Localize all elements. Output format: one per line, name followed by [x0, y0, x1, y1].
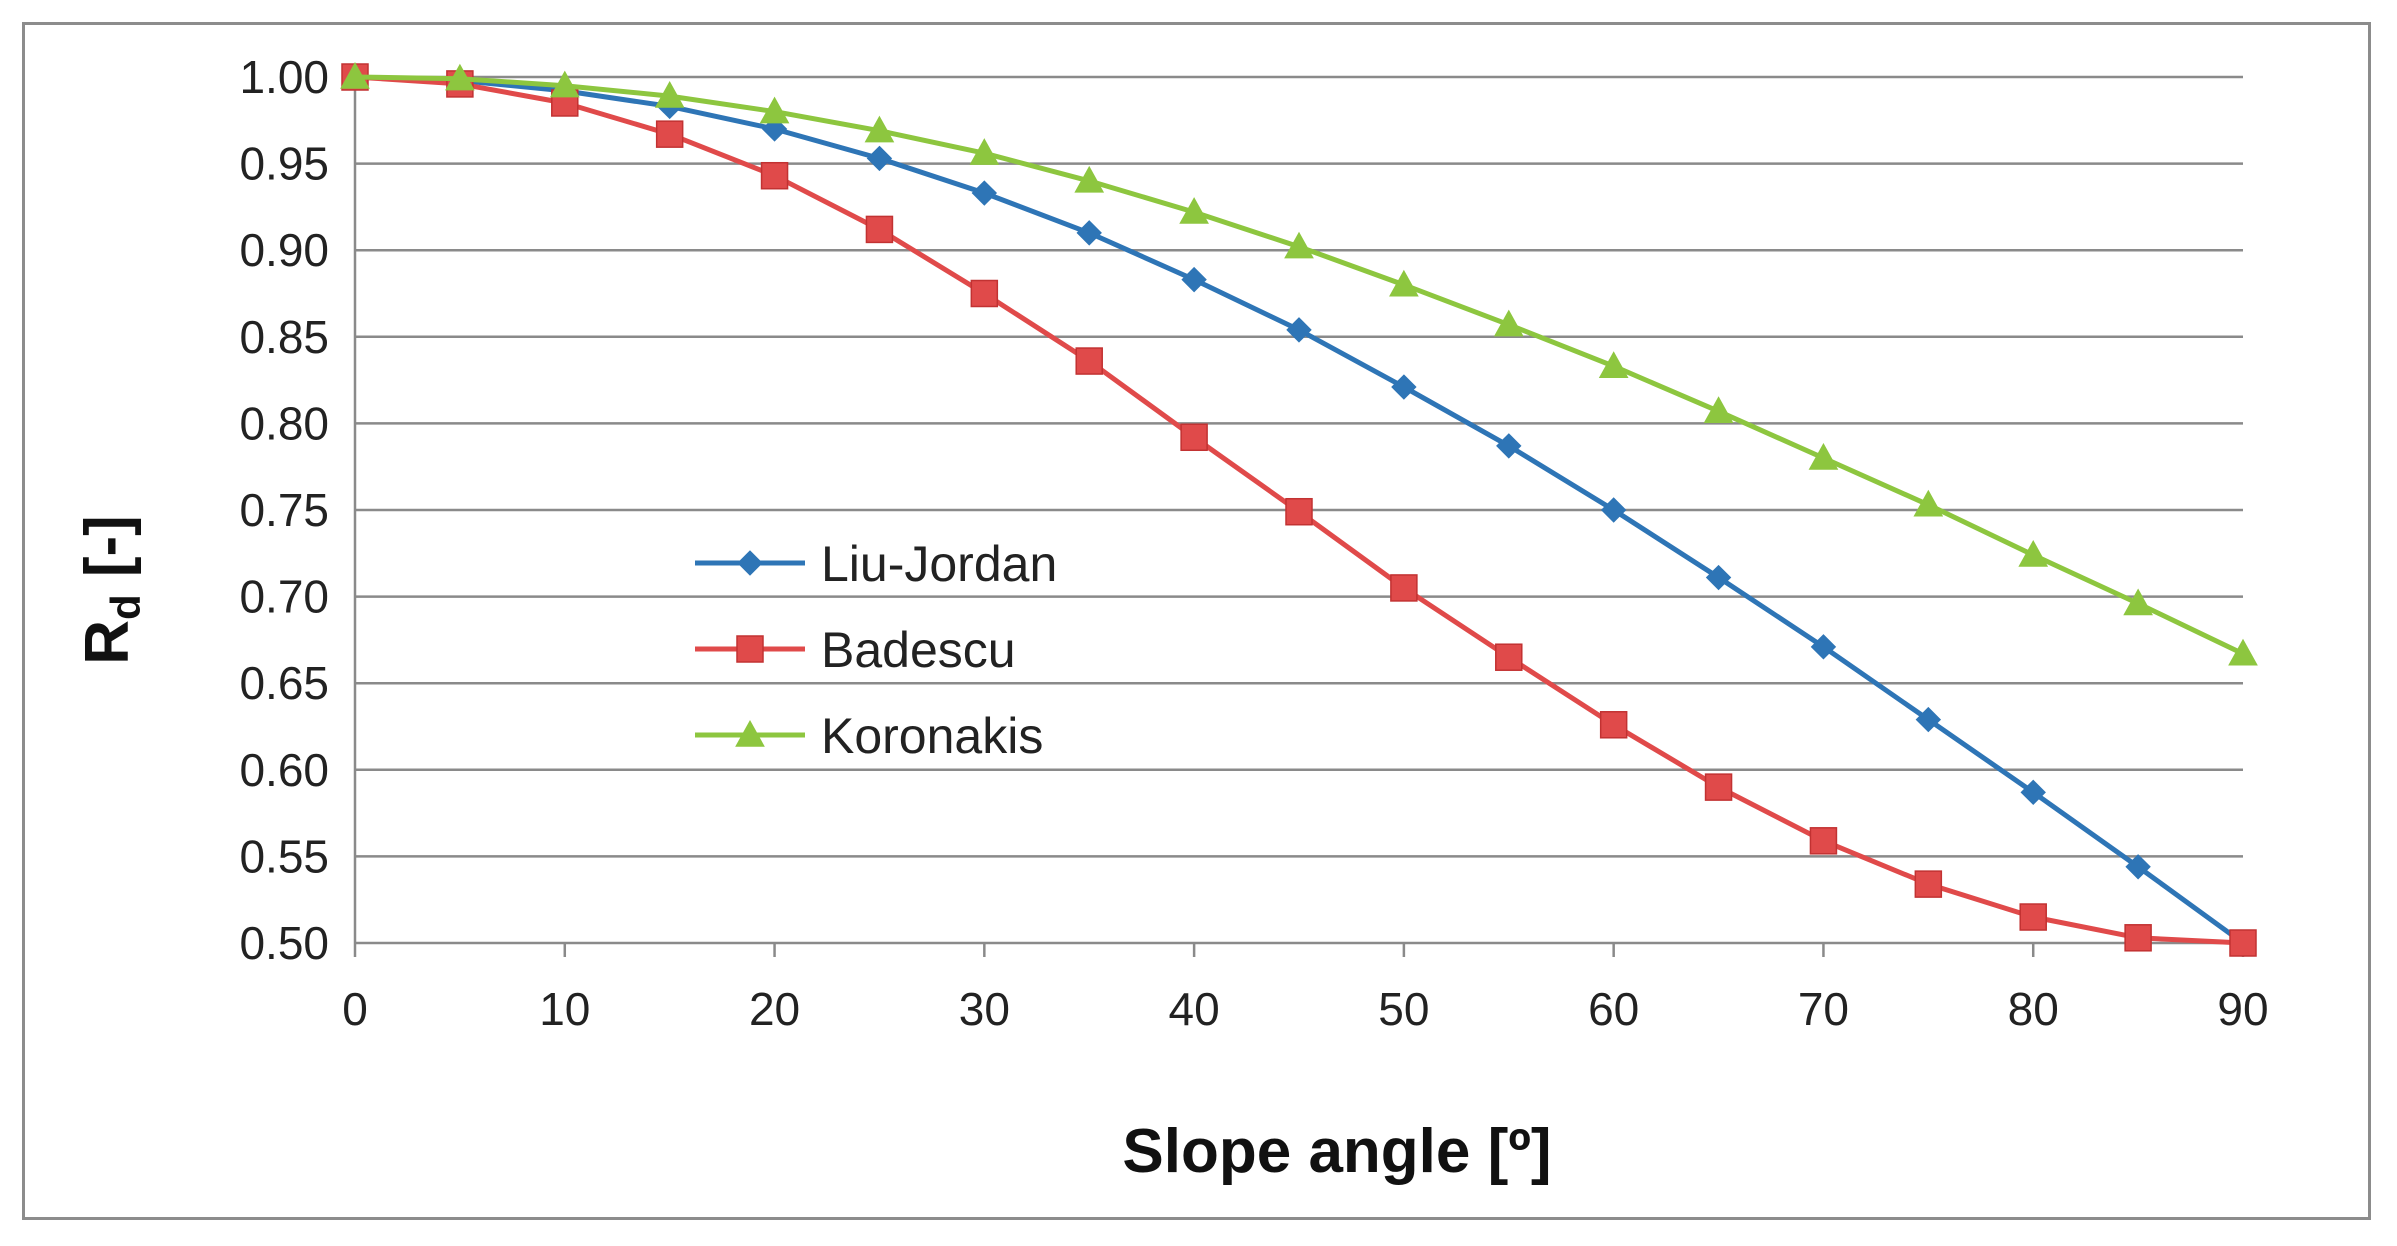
legend-label-koronakis: Koronakis [821, 708, 1043, 764]
data-point-koronakis [549, 70, 580, 98]
x-tick-label: 20 [749, 983, 800, 1035]
x-tick-label: 50 [1378, 983, 1429, 1035]
data-point-badescu [1914, 870, 1943, 898]
data-point-liu-jordan [1496, 433, 1522, 459]
data-point-koronakis [1913, 489, 1944, 517]
data-point-koronakis [1808, 443, 1839, 470]
x-tick-label: 40 [1169, 983, 1220, 1035]
y-tick-label: 0.70 [239, 571, 329, 623]
data-point-badescu [1599, 711, 1628, 739]
x-tick-label: 80 [2008, 983, 2059, 1035]
y-axis-title-suffix: [-] [73, 515, 142, 594]
data-point-koronakis [1703, 396, 1734, 423]
data-point-badescu [1180, 423, 1208, 452]
data-point-liu-jordan [1915, 706, 1942, 733]
data-point-koronakis [969, 138, 1000, 165]
data-point-liu-jordan [2125, 854, 2151, 880]
y-tick-label: 0.90 [239, 224, 329, 276]
data-point-koronakis [2228, 638, 2258, 666]
x-tick-label: 90 [2217, 983, 2268, 1035]
data-point-badescu [1075, 347, 1103, 375]
legend-marker-liu-jordan [737, 550, 763, 576]
chart-frame: 0.50 0.55 0.60 0.65 0.70 0.75 0.80 0.85 0.90 0.95… [22, 22, 2371, 1220]
x-tick-label: 60 [1588, 983, 1639, 1035]
data-point-liu-jordan [1181, 266, 1207, 293]
y-axis-title-subscript: d [102, 594, 149, 620]
y-tick-label: 0.50 [239, 917, 329, 969]
data-point-koronakis [1389, 269, 1419, 297]
legend-item-badescu: Badescu [695, 622, 1016, 678]
x-tick-label: 0 [342, 983, 368, 1035]
data-point-badescu [865, 215, 894, 244]
x-axis-title: Slope angle [º] [1122, 1117, 1551, 1186]
data-point-liu-jordan [1600, 497, 1627, 523]
data-point-badescu [2019, 903, 2047, 931]
series-koronakis [340, 61, 2258, 666]
data-point-badescu [1285, 497, 1313, 526]
data-point-liu-jordan [1810, 634, 1837, 660]
legend-label-badescu: Badescu [821, 622, 1016, 678]
legend-marker-koronakis [735, 719, 765, 747]
data-point-badescu [1390, 574, 1418, 602]
data-point-badescu [970, 279, 999, 308]
data-point-koronakis [445, 63, 475, 91]
series-layer [340, 61, 2258, 957]
legend-layer: Liu-Jordan Badescu Koronakis [695, 536, 1057, 764]
data-point-badescu [2229, 929, 2257, 957]
data-point-koronakis [1598, 351, 1629, 378]
y-tick-label: 0.95 [239, 138, 329, 190]
y-tick-label: 1.00 [239, 51, 329, 103]
x-tick-label: 70 [1798, 983, 1849, 1035]
legend-label-liu-jordan: Liu-Jordan [821, 536, 1057, 592]
data-point-liu-jordan [866, 145, 893, 172]
data-point-koronakis [1284, 231, 1314, 259]
data-point-badescu [1809, 827, 1838, 855]
data-point-badescu [1495, 643, 1523, 671]
legend-marker-badescu [736, 635, 764, 663]
data-point-koronakis [2123, 588, 2153, 616]
data-point-koronakis [2018, 540, 2049, 567]
axis-layer: 0.50 0.55 0.60 0.65 0.70 0.75 0.80 0.85 0.90 0.95… [239, 51, 2268, 1035]
data-point-liu-jordan [1705, 564, 1732, 591]
y-axis-title: Rd [-] [73, 515, 149, 665]
chart-svg: 0.50 0.55 0.60 0.65 0.70 0.75 0.80 0.85 0.90 0.95… [73, 51, 2269, 1186]
data-point-badescu [760, 161, 789, 190]
data-point-badescu [2124, 924, 2152, 952]
data-point-koronakis [1493, 309, 1524, 337]
data-point-koronakis [1179, 197, 1209, 224]
data-point-liu-jordan [1391, 374, 1417, 400]
legend-item-liu-jordan: Liu-Jordan [695, 536, 1057, 592]
x-tick-label: 10 [539, 983, 590, 1035]
data-point-liu-jordan [971, 180, 998, 206]
y-tick-label: 0.80 [239, 397, 329, 449]
data-point-liu-jordan [1286, 317, 1312, 343]
data-point-badescu [655, 120, 684, 148]
legend-item-koronakis: Koronakis [695, 708, 1043, 764]
data-point-koronakis [759, 96, 790, 124]
y-tick-label: 0.65 [239, 657, 329, 709]
data-point-koronakis [864, 115, 895, 143]
x-tick-label: 30 [959, 983, 1010, 1035]
data-point-liu-jordan [1076, 220, 1102, 246]
y-axis-title-main: R [73, 620, 142, 665]
data-point-koronakis [1074, 165, 1105, 193]
y-tick-label: 0.75 [239, 484, 329, 536]
y-tick-label: 0.60 [239, 744, 329, 796]
data-point-koronakis [340, 61, 370, 89]
data-point-badescu [1704, 773, 1733, 801]
data-point-liu-jordan [2020, 779, 2046, 806]
y-tick-label: 0.55 [239, 830, 329, 882]
y-tick-label: 0.85 [239, 311, 329, 363]
data-point-koronakis [654, 81, 685, 108]
